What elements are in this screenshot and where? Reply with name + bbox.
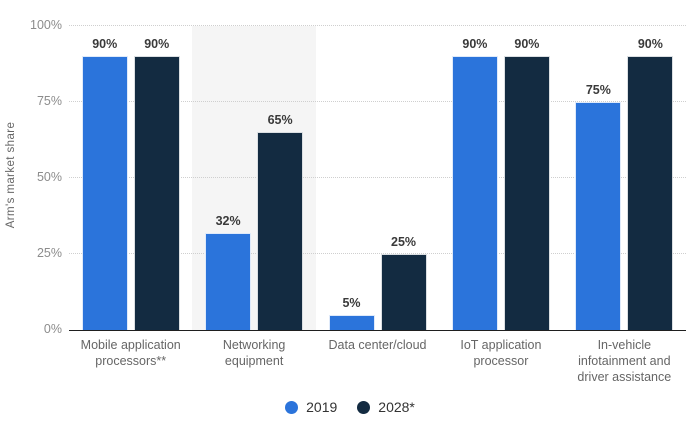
bar-2019-networking-equipment[interactable] (205, 232, 252, 330)
gridline (69, 25, 686, 26)
bar-2028-networking-equipment[interactable] (257, 132, 304, 330)
bar-wrap: 90% (81, 37, 128, 330)
bar-wrap: 5% (328, 296, 375, 330)
bar-wrap: 90% (627, 37, 674, 330)
x-axis-label-in-vehicle-infotainment-and-driver-assistance: In-vehicle infotainment and driver assis… (577, 338, 672, 384)
x-axis-label-networking-equipment: Networking equipment (222, 338, 286, 368)
y-tick-label: 75% (36, 94, 62, 108)
legend-item-2028[interactable]: 2028* (357, 399, 415, 415)
plot-area: 90% 90% 32% 65% 5% 25% 90% 90% 75% 90% (69, 25, 686, 331)
bar-group-in-vehicle-infotainment-and-driver-assistance: 75% 90% (563, 26, 686, 330)
bar-2028-iot-application-processor[interactable] (503, 56, 550, 330)
legend-item-2019[interactable]: 2019 (285, 399, 337, 415)
bar-group-iot-application-processor: 90% 90% (439, 26, 562, 330)
bar-wrap: 90% (503, 37, 550, 330)
x-axis-label-iot-application-processor: IoT application processor (460, 338, 542, 368)
gridline (69, 177, 686, 178)
x-axis-labels: Mobile application processors** Networkin… (69, 337, 686, 385)
y-tick-label: 50% (36, 170, 62, 184)
bar-value-label: 90% (144, 37, 170, 52)
gridline (69, 101, 686, 102)
y-tick-label: 25% (36, 246, 62, 260)
x-axis-line (69, 330, 686, 331)
bar-2028-in-vehicle-infotainment-and-driver-assistance[interactable] (627, 56, 674, 330)
bar-wrap: 90% (133, 37, 180, 330)
legend-dot-icon (357, 400, 371, 414)
gridline (69, 253, 686, 254)
bar-value-label: 90% (92, 37, 118, 52)
bar-value-label: 90% (462, 37, 488, 52)
bar-wrap: 25% (380, 235, 427, 330)
bar-2028-data-center-cloud[interactable] (380, 254, 427, 330)
bar-group-mobile-application-processors: 90% 90% (69, 26, 192, 330)
bar-value-label: 75% (585, 83, 611, 97)
x-axis-label-mobile-application-processors: Mobile application processors** (80, 338, 181, 368)
bar-group-networking-equipment: 32% 65% (192, 26, 315, 330)
bar-value-label: 5% (342, 295, 361, 310)
bar-value-label: 90% (514, 37, 540, 52)
bar-2019-iot-application-processor[interactable] (451, 56, 498, 330)
legend-dot-icon (285, 400, 299, 414)
bar-wrap: 90% (451, 37, 498, 330)
bar-value-label: 65% (267, 113, 293, 128)
legend: 2019 2028* (0, 399, 700, 415)
bar-2019-data-center-cloud[interactable] (328, 314, 375, 330)
bar-2019-mobile-application-processors[interactable] (81, 56, 128, 330)
legend-label: 2019 (306, 399, 338, 415)
bar-2028-mobile-application-processors[interactable] (133, 56, 180, 330)
bar-group-data-center-cloud: 5% 25% (316, 26, 439, 330)
bar-wrap: 75% (575, 83, 622, 330)
y-tick-label: 100% (30, 18, 62, 32)
legend-label: 2028* (378, 399, 415, 415)
bar-value-label: 32% (215, 213, 241, 228)
bar-wrap: 65% (257, 113, 304, 330)
bar-value-label: 90% (637, 37, 663, 52)
x-axis-label-data-center-cloud: Data center/cloud (328, 338, 427, 352)
bar-wrap: 32% (205, 214, 252, 330)
y-tick-label: 0% (43, 322, 62, 336)
bar-value-label: 25% (391, 235, 417, 249)
bar-2019-in-vehicle-infotainment-and-driver-assistance[interactable] (575, 102, 622, 330)
